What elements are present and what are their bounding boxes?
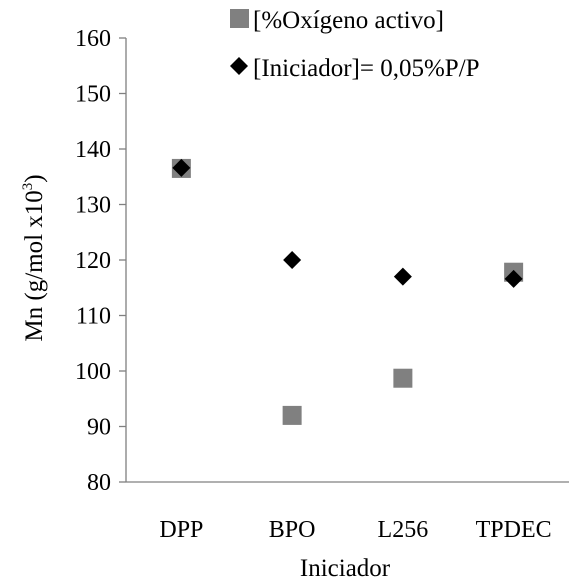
legend: [%Oxígeno activo] [Iniciador]= 0,05%P/P: [230, 7, 480, 82]
x-tick-label: L256: [378, 517, 429, 543]
x-tick-label: DPP: [159, 517, 203, 543]
point-iniciador: [283, 251, 302, 269]
y-tick-label: 100: [75, 359, 111, 385]
y-tick-label: 90: [87, 415, 111, 441]
legend-marker-square: [230, 9, 249, 28]
legend-label-oxigeno: [%Oxígeno activo]: [253, 7, 444, 34]
y-tick-label: 80: [87, 470, 111, 496]
y-axis-title-main: Mn (g/mol x10: [21, 190, 48, 341]
y-tick-label: 110: [76, 304, 111, 330]
x-tick-label: BPO: [269, 517, 316, 543]
y-axis-title-superscript: 3: [20, 183, 36, 191]
x-axis-title: Iniciador: [300, 555, 391, 577]
x-axis-ticks: DPP BPO L256 TPDEC: [159, 517, 551, 543]
y-tick-label: 150: [75, 82, 111, 108]
y-tick-label: 140: [75, 137, 111, 163]
y-axis-title-suffix: ): [21, 174, 48, 182]
point-oxigeno-activo: [282, 405, 302, 425]
y-axis-ticks: 80 90 100 110 120 130 140 150 160: [75, 26, 126, 496]
x-tick-label: TPDEC: [476, 517, 552, 543]
point-iniciador: [504, 269, 523, 288]
y-tick-label: 120: [75, 248, 111, 274]
point-iniciador: [393, 267, 412, 286]
point-iniciador: [172, 158, 191, 177]
data-marks: [171, 158, 524, 425]
y-tick-label: 160: [75, 26, 111, 52]
y-axis-title: Mn (g/mol x103): [20, 174, 48, 341]
legend-label-iniciador: [Iniciador]= 0,05%P/P: [253, 55, 480, 82]
y-tick-label: 130: [75, 193, 111, 219]
axes: [125, 38, 569, 483]
point-oxigeno-activo: [393, 368, 413, 388]
legend-marker-diamond: [230, 57, 248, 75]
